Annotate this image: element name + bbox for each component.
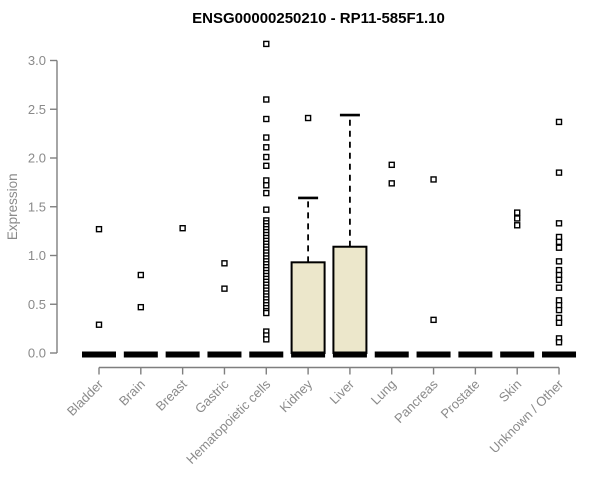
data-point-pancreas [430,316,437,324]
data-point-brain [137,271,145,279]
median-bar-prostate [458,351,493,358]
data-point-bladder [95,321,103,328]
median-bar-unknown-other [542,351,577,358]
data-point-kidney [304,114,312,122]
y-tick-label: 0.0 [28,346,46,361]
x-category-label-brain: Brain [116,377,148,409]
data-point-unknown-other [555,244,563,251]
y-tick-label: 0.5 [28,297,46,312]
median-bar-gastric [207,351,242,358]
data-point-hematopoietic-cells [263,309,270,317]
data-point-hematopoietic-cells [263,96,270,103]
data-point-hematopoietic-cells [263,144,270,151]
median-bar-kidney [291,351,326,358]
data-point-unknown-other [555,284,563,291]
data-point-hematopoietic-cells [263,115,270,123]
data-point-unknown-other [555,118,563,126]
x-category-label-skin: Skin [496,377,524,405]
data-point-brain [137,303,145,311]
y-tick-label: 1.0 [28,248,46,263]
data-point-skin [514,222,521,229]
median-bar-pancreas [416,351,451,358]
box-kidney [290,261,326,355]
median-bar-lung [374,351,409,358]
data-point-hematopoietic-cells [263,134,270,141]
data-point-unknown-other [555,306,563,314]
y-tick-label: 3.0 [28,53,46,68]
x-category-label-bladder: Bladder [64,376,107,419]
median-bar-hematopoietic-cells [249,351,284,358]
x-category-label-unknown-other: Unknown / Other [487,376,567,456]
median-bar-liver [332,351,367,358]
data-point-unknown-other [555,258,563,265]
x-category-label-liver: Liver [327,376,358,407]
data-point-unknown-other [555,319,563,326]
median-bar-skin [500,351,535,358]
data-point-hematopoietic-cells [263,162,270,170]
data-point-skin [514,209,521,216]
y-tick-label: 2.5 [28,102,46,117]
data-point-bladder [95,225,103,233]
data-point-gastric [221,285,228,292]
data-point-lung [388,180,395,187]
y-axis-title: Expression [5,173,20,240]
data-point-unknown-other [555,220,563,227]
data-point-lung [388,161,395,169]
data-point-hematopoietic-cells [263,153,270,161]
data-point-hematopoietic-cells [263,40,270,48]
data-point-gastric [221,260,228,267]
box-liver [332,245,368,355]
data-point-unknown-other [555,339,563,346]
data-point-hematopoietic-cells [263,206,270,213]
median-bar-bladder [82,351,116,358]
chart-title: ENSG00000250210 - RP11-585F1.10 [192,10,445,27]
data-point-skin [514,215,521,222]
x-category-label-lung: Lung [368,377,399,408]
x-category-label-prostate: Prostate [438,377,483,422]
data-point-pancreas [430,176,437,183]
data-point-hematopoietic-cells [263,189,270,197]
data-point-unknown-other [555,169,563,176]
data-point-unknown-other [555,276,563,284]
x-category-label-pancreas: Pancreas [391,376,441,426]
y-tick-label: 1.5 [28,199,46,214]
x-category-label-breast: Breast [153,376,190,413]
data-point-breast [179,224,186,232]
median-bar-breast [165,351,200,358]
x-category-label-gastric: Gastric [192,376,232,416]
y-tick-label: 2.0 [28,151,46,166]
data-point-hematopoietic-cells [263,336,270,343]
x-category-label-kidney: Kidney [277,376,316,415]
data-point-unknown-other [555,238,563,246]
median-bar-brain [123,351,158,358]
data-point-hematopoietic-cells [263,182,270,189]
